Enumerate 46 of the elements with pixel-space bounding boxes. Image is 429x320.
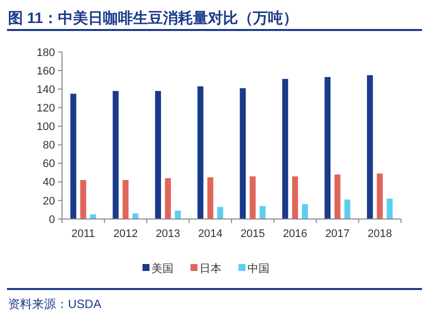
bar bbox=[155, 90, 162, 219]
bar bbox=[260, 206, 266, 219]
y-tick-label: 160 bbox=[36, 65, 55, 78]
bar bbox=[197, 86, 204, 219]
text: 资料来源：USDA bbox=[8, 297, 102, 311]
y-tick-label: 120 bbox=[36, 102, 55, 115]
bar bbox=[217, 206, 224, 219]
y-tick-label: 80 bbox=[42, 140, 55, 152]
x-tick-label: 2011 bbox=[71, 228, 96, 240]
x-tick-label: 2017 bbox=[325, 228, 350, 240]
bar bbox=[122, 180, 129, 219]
bar bbox=[282, 78, 288, 219]
bar bbox=[324, 77, 331, 219]
y-tick-label: 140 bbox=[36, 84, 55, 96]
bar bbox=[240, 88, 246, 219]
y-tick-label: 40 bbox=[42, 176, 55, 189]
legend-label: 日本 bbox=[200, 262, 222, 275]
bar bbox=[386, 198, 393, 219]
bar bbox=[344, 200, 350, 219]
bar bbox=[112, 90, 119, 219]
y-tick-label: 180 bbox=[36, 46, 55, 59]
y-tick-label: 100 bbox=[36, 121, 55, 134]
x-tick-label: 2018 bbox=[368, 228, 392, 240]
bar bbox=[70, 94, 76, 219]
bar bbox=[376, 174, 383, 219]
bar bbox=[250, 176, 256, 219]
bar bbox=[334, 174, 340, 219]
x-tick-label: 2013 bbox=[156, 228, 180, 240]
bar bbox=[80, 180, 86, 219]
bar bbox=[132, 213, 138, 219]
x-tick-label: 2016 bbox=[282, 228, 308, 240]
chart-title: 图 11：中美日咖啡生豆消耗量对比（万吨） bbox=[8, 9, 298, 27]
bar bbox=[174, 210, 181, 219]
x-tick-label: 2012 bbox=[113, 228, 138, 240]
bar bbox=[164, 178, 171, 219]
bar bbox=[366, 75, 373, 219]
legend-label: 美国 bbox=[152, 262, 174, 275]
y-tick-label: 60 bbox=[42, 158, 55, 170]
bar bbox=[292, 176, 298, 219]
y-tick-label: 0 bbox=[48, 214, 55, 226]
bar bbox=[302, 204, 308, 219]
legend-label: 中国 bbox=[248, 262, 270, 275]
x-tick-label: 2015 bbox=[240, 228, 265, 240]
bar bbox=[207, 177, 214, 219]
x-tick-label: 2014 bbox=[198, 228, 223, 240]
y-tick-label: 20 bbox=[42, 195, 55, 208]
